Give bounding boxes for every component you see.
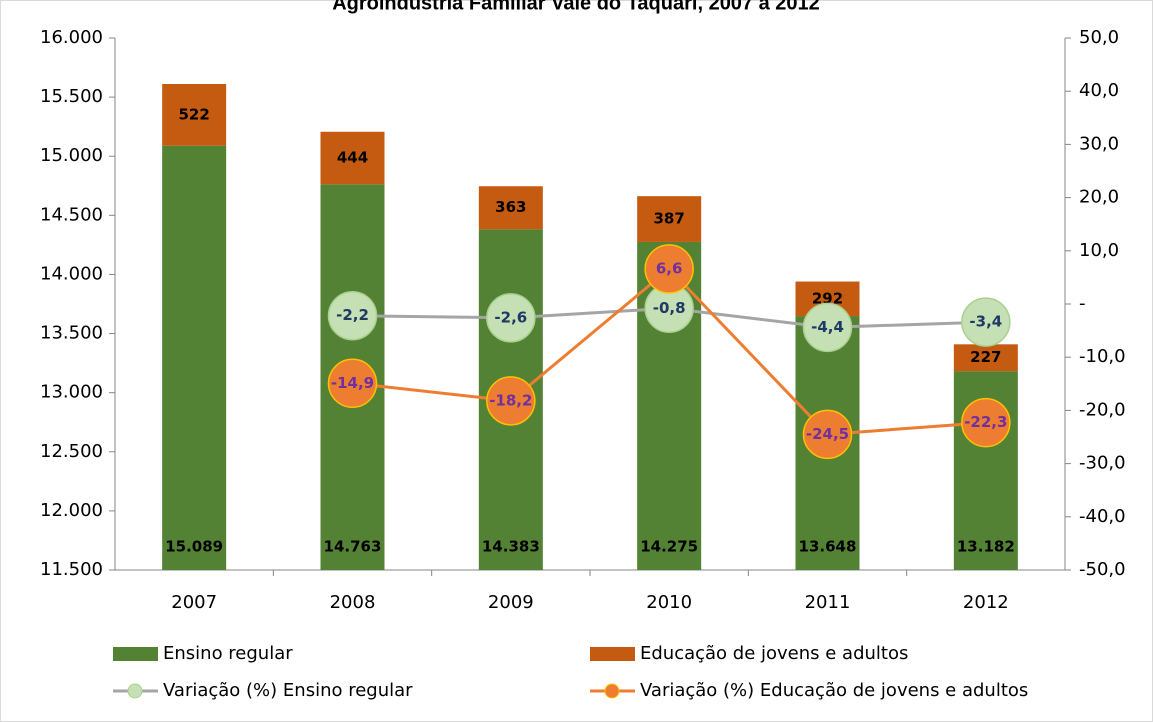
legend-label: Ensino regular (163, 643, 293, 664)
bar-label: 13.182 (957, 538, 1015, 556)
bar (162, 145, 227, 570)
bar-label: 363 (495, 198, 526, 216)
y2-tick-label: -30,0 (1079, 453, 1126, 474)
legend-marker (127, 683, 143, 699)
y2-tick-label: -10,0 (1079, 346, 1126, 367)
point-label: -18,2 (489, 391, 532, 409)
point (486, 376, 536, 426)
point-label: 6,6 (656, 259, 683, 277)
chart-title: Agroindústria Familiar Vale do Taquari, … (332, 0, 820, 14)
x-tick-label: 2011 (805, 592, 851, 613)
point (802, 302, 853, 353)
legend-marker (604, 683, 620, 699)
bar-label: 227 (970, 348, 1001, 366)
x-tick-label: 2008 (330, 592, 376, 613)
legend-label: Variação (%) Educação de jovens e adulto… (640, 680, 1028, 701)
bar-label: 14.763 (324, 538, 382, 556)
point-label: -4,4 (811, 318, 844, 336)
legend-swatch (590, 647, 635, 661)
legend-label: Educação de jovens e adultos (640, 643, 908, 664)
legend-label: Variação (%) Ensino regular (163, 680, 413, 701)
y-tick-label: 11.500 (40, 559, 103, 580)
y2-tick-label: 40,0 (1079, 80, 1119, 101)
point (961, 297, 1011, 347)
point (327, 290, 378, 341)
point-label: -14,9 (331, 374, 374, 392)
x-tick-label: 2007 (171, 592, 217, 613)
y2-tick-label: -20,0 (1079, 399, 1126, 420)
x-tick-label: 2009 (488, 592, 534, 613)
point (486, 293, 536, 343)
point-label: -2,2 (336, 306, 369, 324)
point-label: -24,5 (806, 425, 849, 443)
bar (637, 196, 702, 242)
bar (320, 131, 385, 185)
point (327, 358, 378, 409)
y2-tick-label: 30,0 (1079, 133, 1119, 154)
y2-tick-label: - (1079, 293, 1086, 314)
bar-label: 13.648 (799, 538, 857, 556)
y-tick-label: 14.500 (40, 204, 103, 225)
y-tick-label: 15.500 (40, 86, 103, 107)
bar (953, 344, 1018, 372)
x-tick-label: 2012 (963, 592, 1009, 613)
point-label: -22,3 (964, 413, 1007, 431)
bar-label: 14.275 (640, 538, 698, 556)
bar (478, 186, 543, 230)
bar (162, 83, 227, 146)
y-tick-label: 12.000 (40, 500, 103, 521)
point (644, 244, 694, 294)
bar-label: 292 (812, 289, 843, 307)
bar-label: 15.089 (165, 538, 223, 556)
y2-tick-label: 20,0 (1079, 187, 1119, 208)
y2-tick-label: 10,0 (1079, 240, 1119, 261)
y2-tick-label: -40,0 (1079, 506, 1126, 527)
bar-label: 387 (654, 210, 685, 228)
y-tick-label: 15.000 (40, 145, 103, 166)
y2-tick-label: 50,0 (1079, 27, 1119, 48)
point (961, 397, 1011, 448)
point-label: -2,6 (494, 308, 527, 326)
y2-tick-label: -50,0 (1079, 559, 1126, 580)
bar-label: 522 (179, 105, 210, 123)
y-tick-label: 13.500 (40, 323, 103, 344)
x-tick-label: 2010 (646, 592, 692, 613)
point (802, 409, 853, 460)
y-tick-label: 12.500 (40, 441, 103, 462)
bar-label: 444 (337, 148, 368, 166)
legend-swatch (113, 647, 158, 661)
y-tick-label: 16.000 (40, 27, 103, 48)
point-label: -3,4 (969, 313, 1002, 331)
y-tick-label: 14.000 (40, 263, 103, 284)
point-label: -0,8 (653, 299, 686, 317)
y-tick-label: 13.000 (40, 382, 103, 403)
bar-label: 14.383 (482, 538, 540, 556)
